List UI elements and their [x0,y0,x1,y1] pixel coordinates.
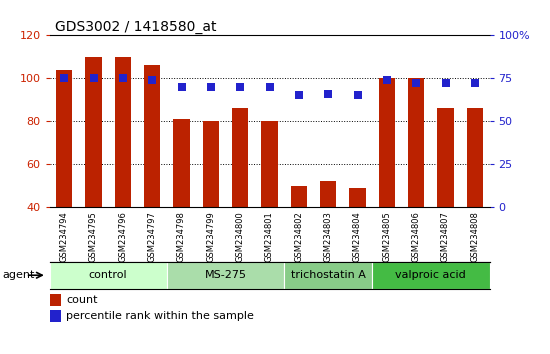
Point [353,93,362,98]
Bar [232,108,248,207]
Bar [372,262,490,289]
Text: GSM234800: GSM234800 [235,211,245,262]
Point [148,77,157,83]
Text: GSM234797: GSM234797 [147,211,157,262]
Point [60,75,69,81]
Point [412,81,421,86]
Text: GSM234806: GSM234806 [411,211,421,262]
Text: GSM234795: GSM234795 [89,211,98,262]
Bar [261,121,278,207]
Text: GSM234803: GSM234803 [323,211,333,262]
Text: GDS3002 / 1418580_at: GDS3002 / 1418580_at [55,19,217,34]
Text: GSM234796: GSM234796 [118,211,128,262]
Text: MS-275: MS-275 [205,270,246,280]
Point [382,77,391,83]
Point [265,84,274,90]
Text: GSM234805: GSM234805 [382,211,392,262]
Text: GSM234807: GSM234807 [441,211,450,262]
Bar [144,65,160,207]
Text: percentile rank within the sample: percentile rank within the sample [66,311,254,321]
Text: GSM234794: GSM234794 [59,211,69,262]
Bar [50,294,60,306]
Text: GSM234801: GSM234801 [265,211,274,262]
Point [89,75,98,81]
Text: GSM234804: GSM234804 [353,211,362,262]
Bar [167,262,284,289]
Bar [85,57,102,207]
Bar [203,121,219,207]
Text: valproic acid: valproic acid [395,270,466,280]
Bar [349,188,366,207]
Point [441,81,450,86]
Point [236,84,245,90]
Bar [467,108,483,207]
Bar [50,310,60,322]
Point [324,91,333,97]
Text: GSM234802: GSM234802 [294,211,304,262]
Bar [408,78,424,207]
Text: agent: agent [3,270,35,280]
Text: GSM234799: GSM234799 [206,211,216,262]
Text: trichostatin A: trichostatin A [291,270,366,280]
Bar [379,78,395,207]
Bar [173,119,190,207]
Bar [50,262,167,289]
Point [118,75,127,81]
Bar [115,57,131,207]
Text: GSM234798: GSM234798 [177,211,186,262]
Point [470,81,479,86]
Point [294,93,303,98]
Bar [437,108,454,207]
Text: control: control [89,270,128,280]
Bar [320,181,336,207]
Bar [291,185,307,207]
Text: GSM234808: GSM234808 [470,211,480,262]
Bar [284,262,372,289]
Point [177,84,186,90]
Text: count: count [66,295,98,306]
Point [206,84,215,90]
Bar [56,70,72,207]
